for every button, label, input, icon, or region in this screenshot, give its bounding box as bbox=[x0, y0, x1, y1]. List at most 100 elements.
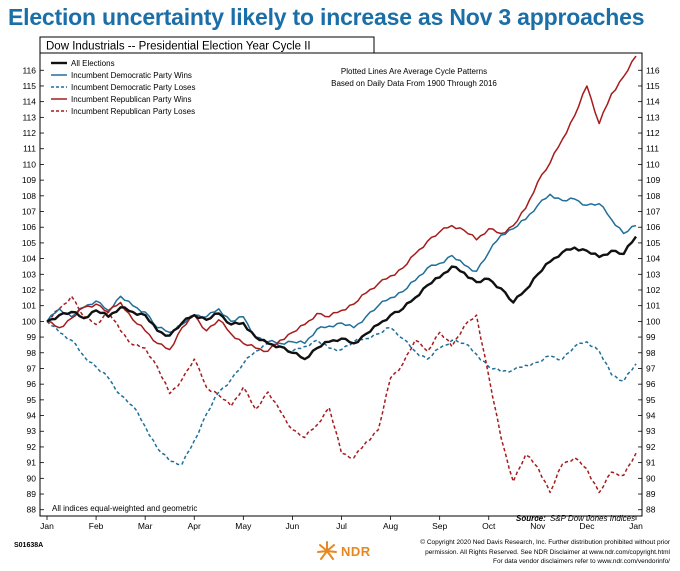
y-tick-label: 108 bbox=[646, 191, 660, 201]
y-tick-label: 105 bbox=[646, 238, 660, 248]
y-tick-label: 103 bbox=[22, 269, 36, 279]
y-tick-label: 96 bbox=[27, 379, 37, 389]
x-tick-label: Feb bbox=[89, 521, 104, 531]
source-label: Source: bbox=[516, 514, 546, 523]
note-bottom-left: All indices equal-weighted and geometric bbox=[52, 504, 197, 513]
y-tick-label: 89 bbox=[646, 489, 656, 499]
chart-frame bbox=[39, 52, 643, 517]
y-tick-label: 92 bbox=[646, 442, 656, 452]
y-tick-label: 93 bbox=[27, 426, 37, 436]
y-tick-label: 102 bbox=[646, 285, 660, 295]
y-tick-label: 98 bbox=[646, 348, 656, 358]
y-tick-label: 107 bbox=[22, 207, 36, 217]
x-tick-label: Dec bbox=[579, 521, 595, 531]
copyright-line-1: © Copyright 2020 Ned Davis Research, Inc… bbox=[420, 539, 670, 546]
x-axis: Jan Feb Mar Apr May Jun Jul Aug Sep Oct Nov Dec Jan bbox=[40, 516, 643, 531]
y-tick-label: 88 bbox=[646, 505, 656, 515]
y-tick-label: 114 bbox=[22, 97, 36, 107]
y-tick-label: 112 bbox=[22, 128, 36, 138]
logo-text: NDR bbox=[341, 543, 371, 559]
series-group bbox=[46, 55, 637, 494]
y-tick-label: 109 bbox=[22, 175, 36, 185]
legend: All Elections Incumbent Democratic Party… bbox=[51, 59, 196, 116]
y-tick-label: 110 bbox=[646, 159, 660, 169]
source-text: S&P Dow Jones Indices bbox=[550, 514, 635, 523]
y-tick-label: 115 bbox=[646, 81, 660, 91]
y-tick-label: 97 bbox=[646, 363, 656, 373]
headline: Election uncertainty likely to increase … bbox=[8, 4, 645, 30]
y-axis-left: 88 89 90 91 92 93 94 95 96 97 98 99 100 101 102 103 104 1… bbox=[22, 65, 44, 515]
y-tick-label: 114 bbox=[646, 97, 660, 107]
x-tick-label: May bbox=[235, 521, 252, 531]
legend-label-rep-wins: Incumbent Republican Party Wins bbox=[71, 95, 192, 104]
chart-title: Dow Industrials -- Presidential Election… bbox=[46, 41, 311, 53]
y-axis-right: 88 89 90 91 92 93 94 95 96 97 98 99 100 101 102 103 104 1… bbox=[638, 65, 660, 515]
legend-label-dem-loses: Incumbent Democratic Party Loses bbox=[71, 83, 196, 92]
y-tick-label: 94 bbox=[646, 411, 656, 421]
y-tick-label: 91 bbox=[646, 458, 656, 468]
y-tick-label: 115 bbox=[22, 81, 36, 91]
series-line-3 bbox=[46, 55, 637, 353]
series-line-2 bbox=[46, 320, 637, 466]
y-tick-label: 97 bbox=[27, 363, 37, 373]
y-tick-label: 101 bbox=[646, 301, 660, 311]
x-tick-label: Jan bbox=[629, 521, 643, 531]
y-tick-label: 116 bbox=[646, 65, 660, 75]
y-tick-label: 112 bbox=[646, 128, 660, 138]
y-tick-label: 116 bbox=[22, 65, 36, 75]
y-tick-label: 92 bbox=[27, 442, 37, 452]
x-tick-label: Mar bbox=[138, 521, 153, 531]
x-tick-label: Jul bbox=[336, 521, 347, 531]
y-tick-label: 100 bbox=[22, 316, 36, 326]
series-line-4 bbox=[46, 295, 637, 494]
y-tick-label: 99 bbox=[646, 332, 656, 342]
y-tick-label: 90 bbox=[27, 473, 37, 483]
y-tick-label: 104 bbox=[646, 254, 660, 264]
x-tick-label: Aug bbox=[383, 521, 398, 531]
series-line-1 bbox=[46, 193, 637, 345]
x-tick-label: Sep bbox=[432, 521, 447, 531]
y-tick-label: 91 bbox=[27, 458, 37, 468]
y-tick-label: 106 bbox=[22, 222, 36, 232]
y-tick-label: 107 bbox=[646, 207, 660, 217]
copyright-notice: © Copyright 2020 Ned Davis Research, Inc… bbox=[350, 538, 670, 567]
y-tick-label: 90 bbox=[646, 473, 656, 483]
y-tick-label: 104 bbox=[22, 254, 36, 264]
y-tick-label: 99 bbox=[27, 332, 37, 342]
y-tick-label: 95 bbox=[27, 395, 37, 405]
x-tick-label: Apr bbox=[188, 521, 201, 531]
legend-label-all: All Elections bbox=[71, 59, 115, 68]
copyright-line-3: For data vendor disclaimers refer to www… bbox=[492, 558, 670, 565]
y-tick-label: 113 bbox=[646, 112, 660, 122]
annotation-line-2: Based on Daily Data From 1900 Through 20… bbox=[331, 79, 497, 88]
y-tick-label: 105 bbox=[22, 238, 36, 248]
y-tick-label: 106 bbox=[646, 222, 660, 232]
y-tick-label: 113 bbox=[22, 112, 36, 122]
x-tick-label: Nov bbox=[530, 521, 546, 531]
y-tick-label: 88 bbox=[27, 505, 37, 515]
copyright-line-2: permission. All Rights Reserved. See NDR… bbox=[425, 548, 670, 556]
x-tick-label: Jun bbox=[286, 521, 300, 531]
sunburst-icon bbox=[317, 541, 337, 560]
y-tick-label: 100 bbox=[646, 316, 660, 326]
chart-code: S01638A bbox=[14, 542, 44, 549]
series-line-0 bbox=[46, 235, 637, 361]
y-tick-label: 98 bbox=[27, 348, 37, 358]
y-tick-label: 93 bbox=[646, 426, 656, 436]
y-tick-label: 94 bbox=[27, 411, 37, 421]
y-tick-label: 95 bbox=[646, 395, 656, 405]
y-tick-label: 89 bbox=[27, 489, 37, 499]
y-tick-label: 109 bbox=[646, 175, 660, 185]
y-tick-label: 108 bbox=[22, 191, 36, 201]
y-tick-label: 102 bbox=[22, 285, 36, 295]
legend-label-dem-wins: Incumbent Democratic Party Wins bbox=[71, 71, 192, 80]
y-tick-label: 110 bbox=[22, 159, 36, 169]
legend-label-rep-loses: Incumbent Republican Party Loses bbox=[71, 107, 195, 116]
y-tick-label: 111 bbox=[23, 144, 36, 154]
annotation-line-1: Plotted Lines Are Average Cycle Patterns bbox=[341, 67, 487, 76]
x-tick-label: Jan bbox=[40, 521, 54, 531]
y-tick-label: 96 bbox=[646, 379, 656, 389]
y-tick-label: 101 bbox=[22, 301, 36, 311]
title-box bbox=[39, 36, 375, 54]
